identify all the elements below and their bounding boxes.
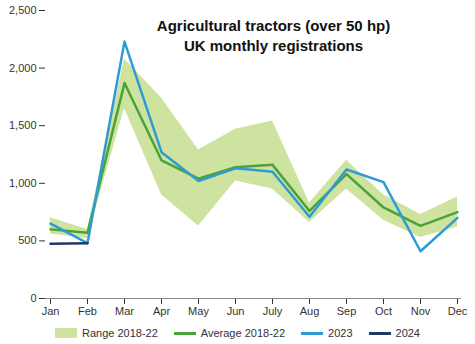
svg-text:500: 500 [18,234,36,246]
svg-text:Feb: Feb [78,305,97,317]
svg-text:2,000: 2,000 [9,62,37,74]
svg-text:0: 0 [30,292,36,304]
svg-text:UK monthly registrations: UK monthly registrations [184,37,363,54]
svg-text:Nov: Nov [411,305,431,317]
svg-text:May: May [188,305,209,317]
html-text:2023: 2023 [328,327,353,339]
svg-text:July: July [263,305,283,317]
svg-text:Oct: Oct [375,305,392,317]
svg-text:Mar: Mar [115,305,134,317]
html-text:Range 2018-22: Range 2018-22 [82,327,158,339]
svg-text:Agricultural tractors (over 50: Agricultural tractors (over 50 hp) [157,17,390,34]
svg-text:Dec: Dec [448,305,468,317]
svg-text:Sep: Sep [337,305,357,317]
svg-text:Jan: Jan [42,305,60,317]
svg-text:2,500: 2,500 [9,4,37,16]
svg-text:1,500: 1,500 [9,119,37,131]
html-text:Average 2018-22: Average 2018-22 [200,327,285,339]
svg-text:1,000: 1,000 [9,177,37,189]
svg-text:Aug: Aug [300,305,320,317]
svg-text:Apr: Apr [153,305,170,317]
svg-text:Jun: Jun [227,305,245,317]
html-text:2024: 2024 [395,327,420,339]
